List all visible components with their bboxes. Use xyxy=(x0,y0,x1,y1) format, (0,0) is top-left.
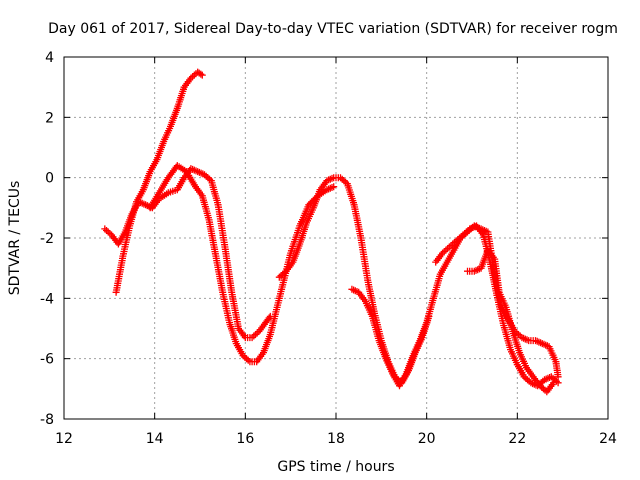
y-tick-label: -6 xyxy=(40,352,54,368)
data-markers xyxy=(464,246,558,396)
series-segment-5 xyxy=(348,222,562,390)
y-tick-labels: -8 -6 -4 -2 0 2 4 xyxy=(40,50,54,428)
axis-ticks xyxy=(63,56,609,420)
x-tick-label: 14 xyxy=(146,431,164,447)
data-markers xyxy=(348,222,562,390)
y-tick-label: 0 xyxy=(45,171,54,187)
y-tick-label: 4 xyxy=(45,50,54,66)
y-tick-label: -2 xyxy=(40,231,54,247)
data-markers xyxy=(112,68,206,296)
y-axis-label: SDTVAR / TECUs xyxy=(7,181,23,296)
series-segment-2 xyxy=(112,68,206,296)
series-segment-1 xyxy=(101,165,274,342)
data-series xyxy=(101,68,562,396)
x-tick-labels: 12 14 16 18 20 22 24 xyxy=(55,431,617,447)
x-tick-label: 18 xyxy=(327,431,345,447)
x-tick-label: 12 xyxy=(55,431,73,447)
x-axis-label: GPS time / hours xyxy=(277,459,394,475)
series-segment-6 xyxy=(432,222,562,390)
data-markers xyxy=(275,174,433,387)
data-markers xyxy=(432,222,562,390)
grid xyxy=(64,57,608,419)
data-markers xyxy=(101,165,274,342)
series-segment-7 xyxy=(464,246,558,396)
x-tick-label: 24 xyxy=(599,431,617,447)
x-tick-label: 16 xyxy=(236,431,254,447)
y-tick-label: 2 xyxy=(45,110,54,126)
x-tick-label: 20 xyxy=(418,431,436,447)
y-tick-label: -4 xyxy=(40,291,54,307)
y-tick-label: -8 xyxy=(40,412,54,428)
x-tick-label: 22 xyxy=(508,431,526,447)
series-segment-4 xyxy=(275,174,433,387)
chart-title: Day 061 of 2017, Sidereal Day-to-day VTE… xyxy=(48,21,618,37)
